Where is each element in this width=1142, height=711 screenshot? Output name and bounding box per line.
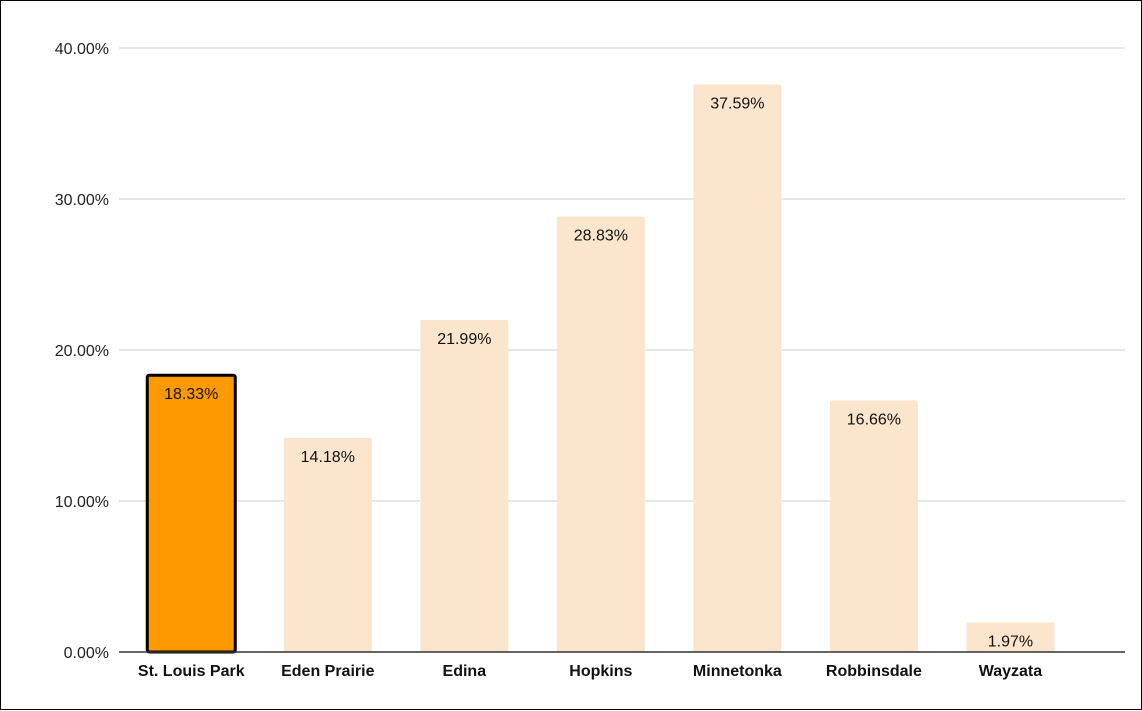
x-tick-label: Robbinsdale	[826, 663, 922, 680]
bar-edina	[420, 319, 509, 652]
x-axis-labels: St. Louis Park Eden Prairie Edina Hopkins Mi…	[138, 663, 1042, 680]
data-label: 1.97%	[988, 633, 1033, 650]
data-label: 16.66%	[847, 411, 901, 428]
bar-st-louis-park	[145, 373, 237, 654]
data-label: 18.33%	[164, 386, 218, 403]
x-tick-label: Eden Prairie	[281, 663, 374, 680]
y-tick-label: 10.00%	[55, 494, 109, 511]
data-label: 14.18%	[301, 449, 355, 466]
data-label: 28.83%	[574, 228, 628, 245]
data-labels: 18.33% 14.18% 21.99% 28.83% 37.59% 16.66% 1.97…	[164, 95, 1033, 650]
data-label: 37.59%	[710, 95, 764, 112]
y-axis-ticks: 0.00% 10.00% 20.00% 30.00% 40.00%	[55, 41, 109, 662]
bar-hopkins	[556, 216, 645, 653]
bar-eden-prairie	[283, 437, 372, 652]
y-tick-label: 20.00%	[55, 343, 109, 360]
y-tick-label: 40.00%	[55, 41, 109, 58]
x-tick-label: Wayzata	[979, 663, 1043, 680]
bar-robbinsdale	[829, 400, 918, 652]
x-tick-label: St. Louis Park	[138, 663, 245, 680]
data-label: 21.99%	[437, 331, 491, 348]
bar-wayzata	[966, 622, 1055, 652]
x-tick-label: Edina	[443, 663, 487, 680]
x-tick-label: Minnetonka	[693, 663, 782, 680]
bars	[145, 84, 1055, 654]
y-tick-label: 0.00%	[64, 645, 109, 662]
x-tick-label: Hopkins	[569, 663, 632, 680]
y-tick-label: 30.00%	[55, 192, 109, 209]
bar-minnetonka	[693, 84, 782, 653]
